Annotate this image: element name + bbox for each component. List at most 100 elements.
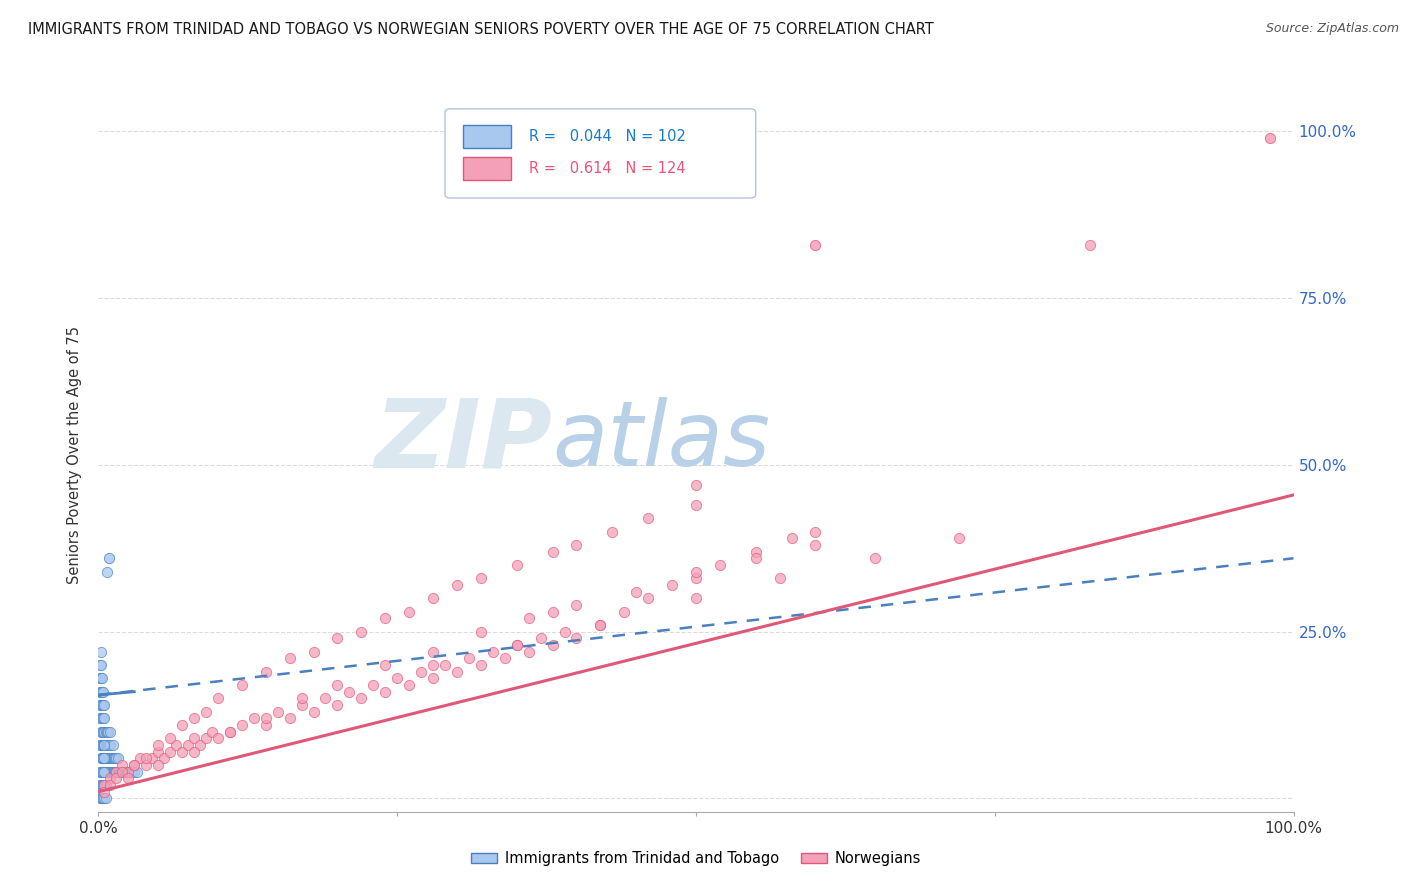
Point — [100, 751, 122, 765]
Point — [93, 751, 115, 765]
Point — [121, 764, 143, 779]
Point — [529, 632, 551, 646]
Point — [98, 772, 122, 786]
Point — [120, 764, 142, 779]
Point — [565, 632, 588, 646]
Point — [159, 745, 181, 759]
Point — [105, 751, 128, 765]
Point — [685, 478, 707, 492]
Point — [96, 565, 118, 579]
Point — [422, 591, 444, 606]
Point — [90, 684, 112, 698]
Point — [207, 731, 229, 746]
FancyBboxPatch shape — [463, 125, 510, 148]
Point — [398, 678, 420, 692]
Point — [98, 551, 121, 566]
Point — [254, 665, 277, 679]
Point — [107, 764, 129, 779]
Point — [613, 605, 636, 619]
Point — [89, 658, 111, 673]
Point — [98, 724, 122, 739]
Point — [94, 791, 117, 805]
Point — [470, 571, 492, 585]
Point — [117, 772, 139, 786]
Point — [565, 598, 588, 612]
Point — [90, 658, 112, 673]
Point — [110, 764, 132, 779]
Point — [89, 778, 111, 792]
Point — [89, 764, 111, 779]
Point — [125, 764, 148, 779]
Point — [115, 764, 138, 779]
Point — [104, 764, 127, 779]
Point — [93, 764, 115, 779]
Point — [422, 658, 444, 673]
Point — [107, 764, 129, 779]
Point — [172, 718, 194, 732]
Point — [470, 624, 492, 639]
Point — [91, 671, 114, 685]
Point — [231, 718, 253, 732]
Point — [91, 764, 114, 779]
Point — [278, 651, 301, 665]
Point — [93, 724, 115, 739]
Point — [89, 791, 111, 805]
Point — [91, 751, 114, 765]
Point — [91, 738, 114, 752]
Point — [91, 778, 114, 792]
Point — [267, 705, 290, 719]
Point — [115, 764, 138, 779]
Point — [177, 738, 200, 752]
Text: R =   0.044   N = 102: R = 0.044 N = 102 — [529, 129, 686, 145]
Point — [541, 544, 564, 558]
Point — [422, 645, 444, 659]
Point — [948, 531, 970, 545]
Point — [96, 738, 118, 752]
Point — [124, 764, 146, 779]
Point — [87, 738, 110, 752]
Point — [94, 724, 117, 739]
Point — [101, 764, 124, 779]
Point — [105, 764, 128, 779]
Point — [93, 778, 115, 792]
Point — [661, 578, 683, 592]
Point — [91, 711, 114, 725]
Point — [94, 764, 117, 779]
Point — [219, 724, 242, 739]
Point — [411, 665, 433, 679]
Point — [118, 764, 141, 779]
Point — [105, 772, 128, 786]
Point — [93, 791, 115, 805]
Point — [98, 738, 122, 752]
Point — [96, 764, 118, 779]
Point — [135, 751, 157, 765]
Point — [541, 605, 564, 619]
Point — [709, 558, 731, 572]
Point — [494, 651, 516, 665]
Point — [374, 684, 396, 698]
Point — [350, 691, 373, 706]
Point — [93, 698, 115, 712]
Point — [589, 618, 612, 632]
Point — [96, 724, 118, 739]
Point — [91, 764, 114, 779]
Point — [91, 724, 114, 739]
Point — [589, 618, 612, 632]
Point — [517, 611, 540, 625]
Point — [685, 565, 707, 579]
Point — [470, 658, 492, 673]
Point — [91, 751, 114, 765]
Point — [685, 591, 707, 606]
Point — [98, 764, 122, 779]
Point — [243, 711, 266, 725]
Point — [98, 778, 122, 792]
Point — [104, 751, 127, 765]
Text: Source: ZipAtlas.com: Source: ZipAtlas.com — [1265, 22, 1399, 36]
Point — [804, 538, 827, 552]
Point — [148, 745, 170, 759]
Point — [541, 638, 564, 652]
Point — [194, 731, 218, 746]
Point — [94, 778, 117, 792]
FancyBboxPatch shape — [444, 109, 756, 198]
Point — [602, 524, 624, 539]
